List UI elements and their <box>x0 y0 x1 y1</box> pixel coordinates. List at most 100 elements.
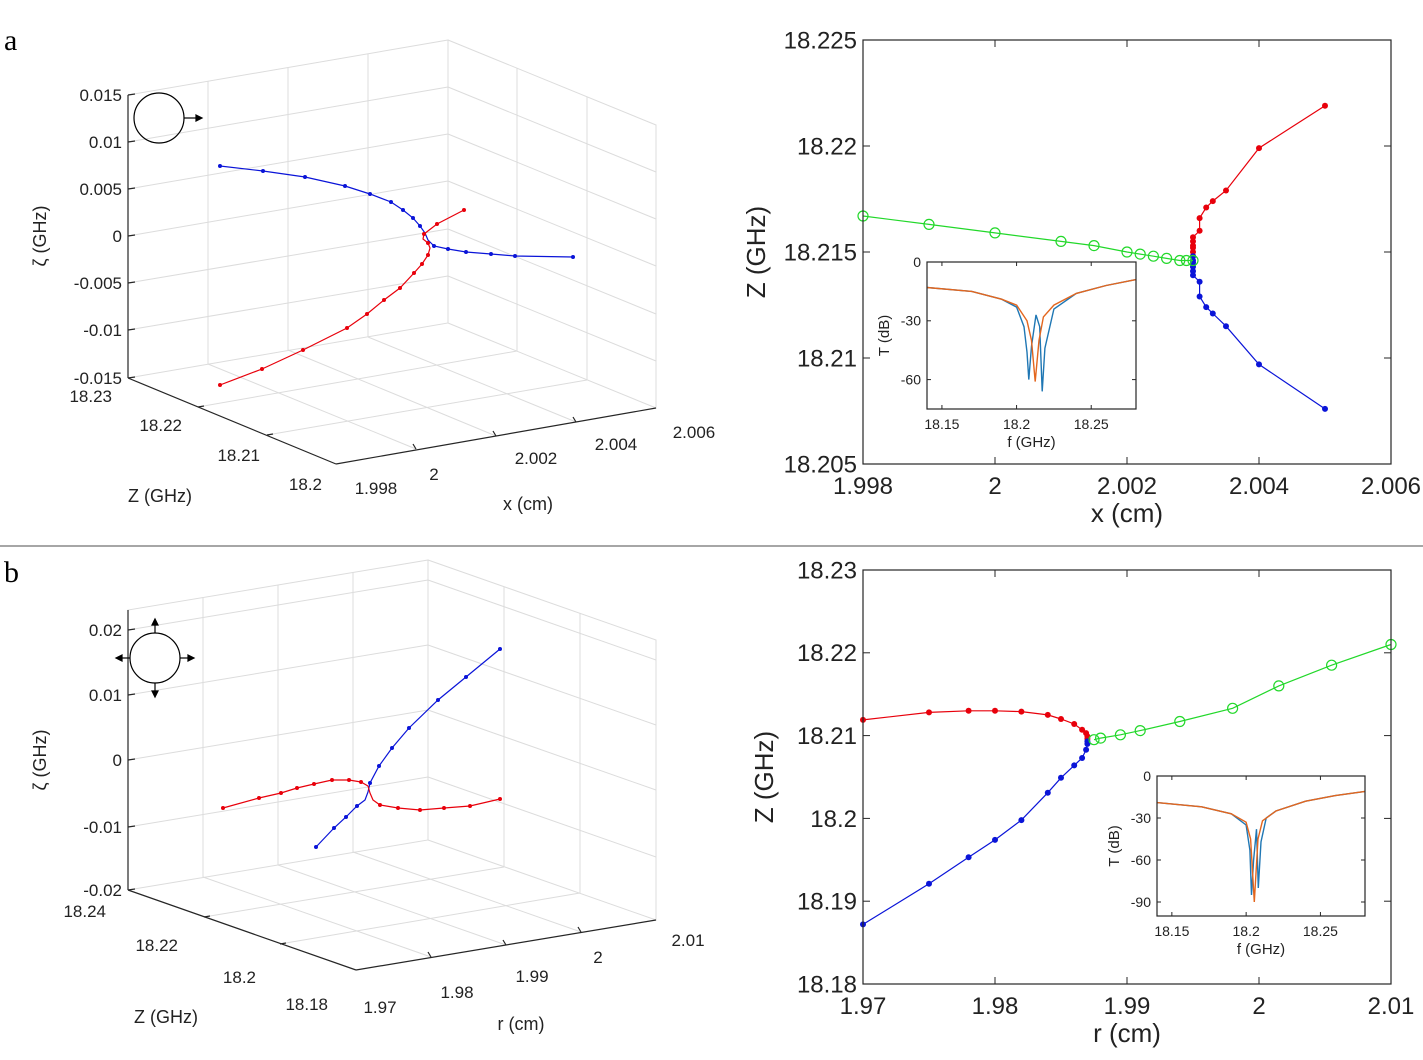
a-main-blue-point <box>1196 293 1203 300</box>
b-main-red-point <box>1018 708 1025 715</box>
a3-xtick: 2 <box>429 465 438 484</box>
b-inset-ytick-label: -30 <box>1131 810 1151 826</box>
a-main-blue-point <box>1190 272 1196 279</box>
b-main-blue-point <box>1079 755 1086 761</box>
a-main-green-point <box>1055 235 1067 247</box>
a3-ztick: -0.015 <box>74 369 122 388</box>
b-main-series-blue-line <box>862 741 1089 925</box>
a3-ztick: 0.005 <box>79 180 122 199</box>
a-main-green-point <box>1187 254 1199 267</box>
b-main-green-point <box>1114 729 1127 741</box>
panel-b-3d-zticks: -0.02 -0.01 0 0.01 0.02 <box>83 621 122 900</box>
b3-xtick: 2 <box>593 948 602 967</box>
a3-curve-red <box>219 209 465 386</box>
panel-a-3d-yticks: 18.2 18.21 18.22 18.23 <box>69 387 322 494</box>
b3-ztick: 0 <box>113 751 122 770</box>
a3-ytick: 18.23 <box>69 387 112 406</box>
a-main-red-point <box>1196 215 1203 222</box>
a-main-green-point <box>1160 252 1173 264</box>
a3-curve-red-points <box>218 208 466 387</box>
a-inset-axes-frame <box>926 261 1137 410</box>
b-main-green-point <box>1088 734 1100 746</box>
b3-zlabel: ζ (GHz) <box>30 730 50 791</box>
a-inset-xtick-label: 18.2 <box>1003 416 1030 432</box>
b-main-blue-point <box>1044 789 1051 796</box>
a-main-blue-point <box>1322 405 1328 412</box>
b-inset-xlabel: f (GHz) <box>1237 941 1285 958</box>
b-main-xtick-label: 1.99 <box>1104 993 1151 1020</box>
a-main-blue-point <box>1190 253 1196 260</box>
a-main-green-point <box>989 227 1001 239</box>
b-main-blue-point <box>992 836 998 843</box>
a3-ytick: 18.22 <box>139 416 182 435</box>
a-main-blue-point <box>1196 278 1203 285</box>
b3-ytick: 18.2 <box>223 968 256 987</box>
b3-curve-red <box>222 779 501 811</box>
b3-ztick: 0.02 <box>89 621 122 640</box>
a-inset-ytick-label: -60 <box>901 372 921 388</box>
a3-zlabel: ζ (GHz) <box>30 206 50 267</box>
b-inset-ytick-label: 0 <box>1143 768 1151 784</box>
a-main-blue-point <box>1256 361 1262 368</box>
b-main-blue-point <box>1083 746 1090 753</box>
a-main-green-point <box>1147 250 1160 262</box>
a-main-series-red-line <box>1192 105 1326 257</box>
a-inset-ylabel: T (dB) <box>876 315 893 356</box>
a-main-blue-point <box>1203 304 1210 311</box>
panel-b-3d-back-walls <box>127 559 657 958</box>
panel-a-3d-curves <box>218 164 575 387</box>
a3-ytick: 18.21 <box>217 446 260 465</box>
a-main-xtick-label: 1.998 <box>833 473 893 500</box>
panel-b-inset-chart: 18.15 18.2 18.25 0 -30 -60 -90 f (GHz) T (dB) <box>1106 768 1366 958</box>
b3-xtick: 1.99 <box>515 967 548 986</box>
a-main-ytick-label: 18.22 <box>797 133 857 160</box>
a-main-blue-point <box>1190 268 1196 275</box>
b3-ytick: 18.24 <box>63 902 106 921</box>
panel-a-3d-plot: -0.015 -0.01 -0.005 0 0.005 0.01 0.015 1… <box>30 39 715 514</box>
b-main-red-point <box>1044 711 1051 718</box>
b-main-red-point <box>965 707 972 714</box>
panel-label-a: a <box>4 24 17 57</box>
b-main-ytick-label: 18.21 <box>797 723 857 750</box>
b-main-green-point <box>1226 702 1239 714</box>
b-main-xtick-label: 2.01 <box>1368 993 1415 1020</box>
a-main-xtick-label: 2.006 <box>1361 473 1421 500</box>
a-main-red-point <box>1196 227 1203 234</box>
panel-a-3d-back-walls <box>127 39 657 450</box>
b3-ylabel: Z (GHz) <box>134 1007 198 1027</box>
a-main-ytick-label: 18.215 <box>784 239 857 266</box>
b-main-ylabel: Z (GHz) <box>749 731 779 823</box>
a3-ztick: -0.01 <box>83 321 122 340</box>
b-inset-axes-frame <box>1156 775 1366 917</box>
a3-ylabel: Z (GHz) <box>128 486 192 506</box>
b3-xtick: 1.98 <box>440 983 473 1002</box>
b-inset-ylabel: T (dB) <box>1106 825 1123 866</box>
b-main-blue-point <box>1084 740 1091 747</box>
b-main-green-point <box>1094 732 1107 744</box>
b-inset-ytick-label: -60 <box>1131 852 1151 868</box>
a-main-red-point <box>1203 204 1210 211</box>
b3-xlabel: r (cm) <box>498 1014 545 1034</box>
b-main-red-point <box>1071 721 1078 727</box>
a3-ztick: 0.01 <box>89 133 122 152</box>
panel-label-b: b <box>4 556 19 589</box>
b-main-red-point <box>1058 716 1064 722</box>
a-main-ytick-label: 18.21 <box>797 345 857 372</box>
a-main-xtick-label: 2.002 <box>1097 473 1157 500</box>
a-main-xtick-label: 2.004 <box>1229 473 1289 500</box>
a-main-xtick-label: 2 <box>988 473 1001 500</box>
a-main-green-point <box>1088 240 1100 252</box>
b-main-ytick-label: 18.18 <box>797 971 857 998</box>
b-inset-ytick-label: -90 <box>1131 894 1151 910</box>
b3-xtick: 1.97 <box>363 998 396 1017</box>
panel-a-3d-axes <box>127 93 657 465</box>
a-main-red-point <box>1190 249 1196 255</box>
b-inset-xtick-label: 18.25 <box>1303 923 1338 939</box>
b-main-xtick-label: 2 <box>1252 993 1265 1020</box>
panel-a-main-chart: 1.998 2 2.002 2.004 2.006 18.205 18.21 18.215 18… <box>741 27 1421 528</box>
b3-curve-red-points <box>221 778 502 812</box>
a-inset-series-inset_blue-line <box>926 278 1137 392</box>
a-main-blue-point <box>1209 310 1216 317</box>
a-main-series-blue-line <box>1192 256 1326 410</box>
